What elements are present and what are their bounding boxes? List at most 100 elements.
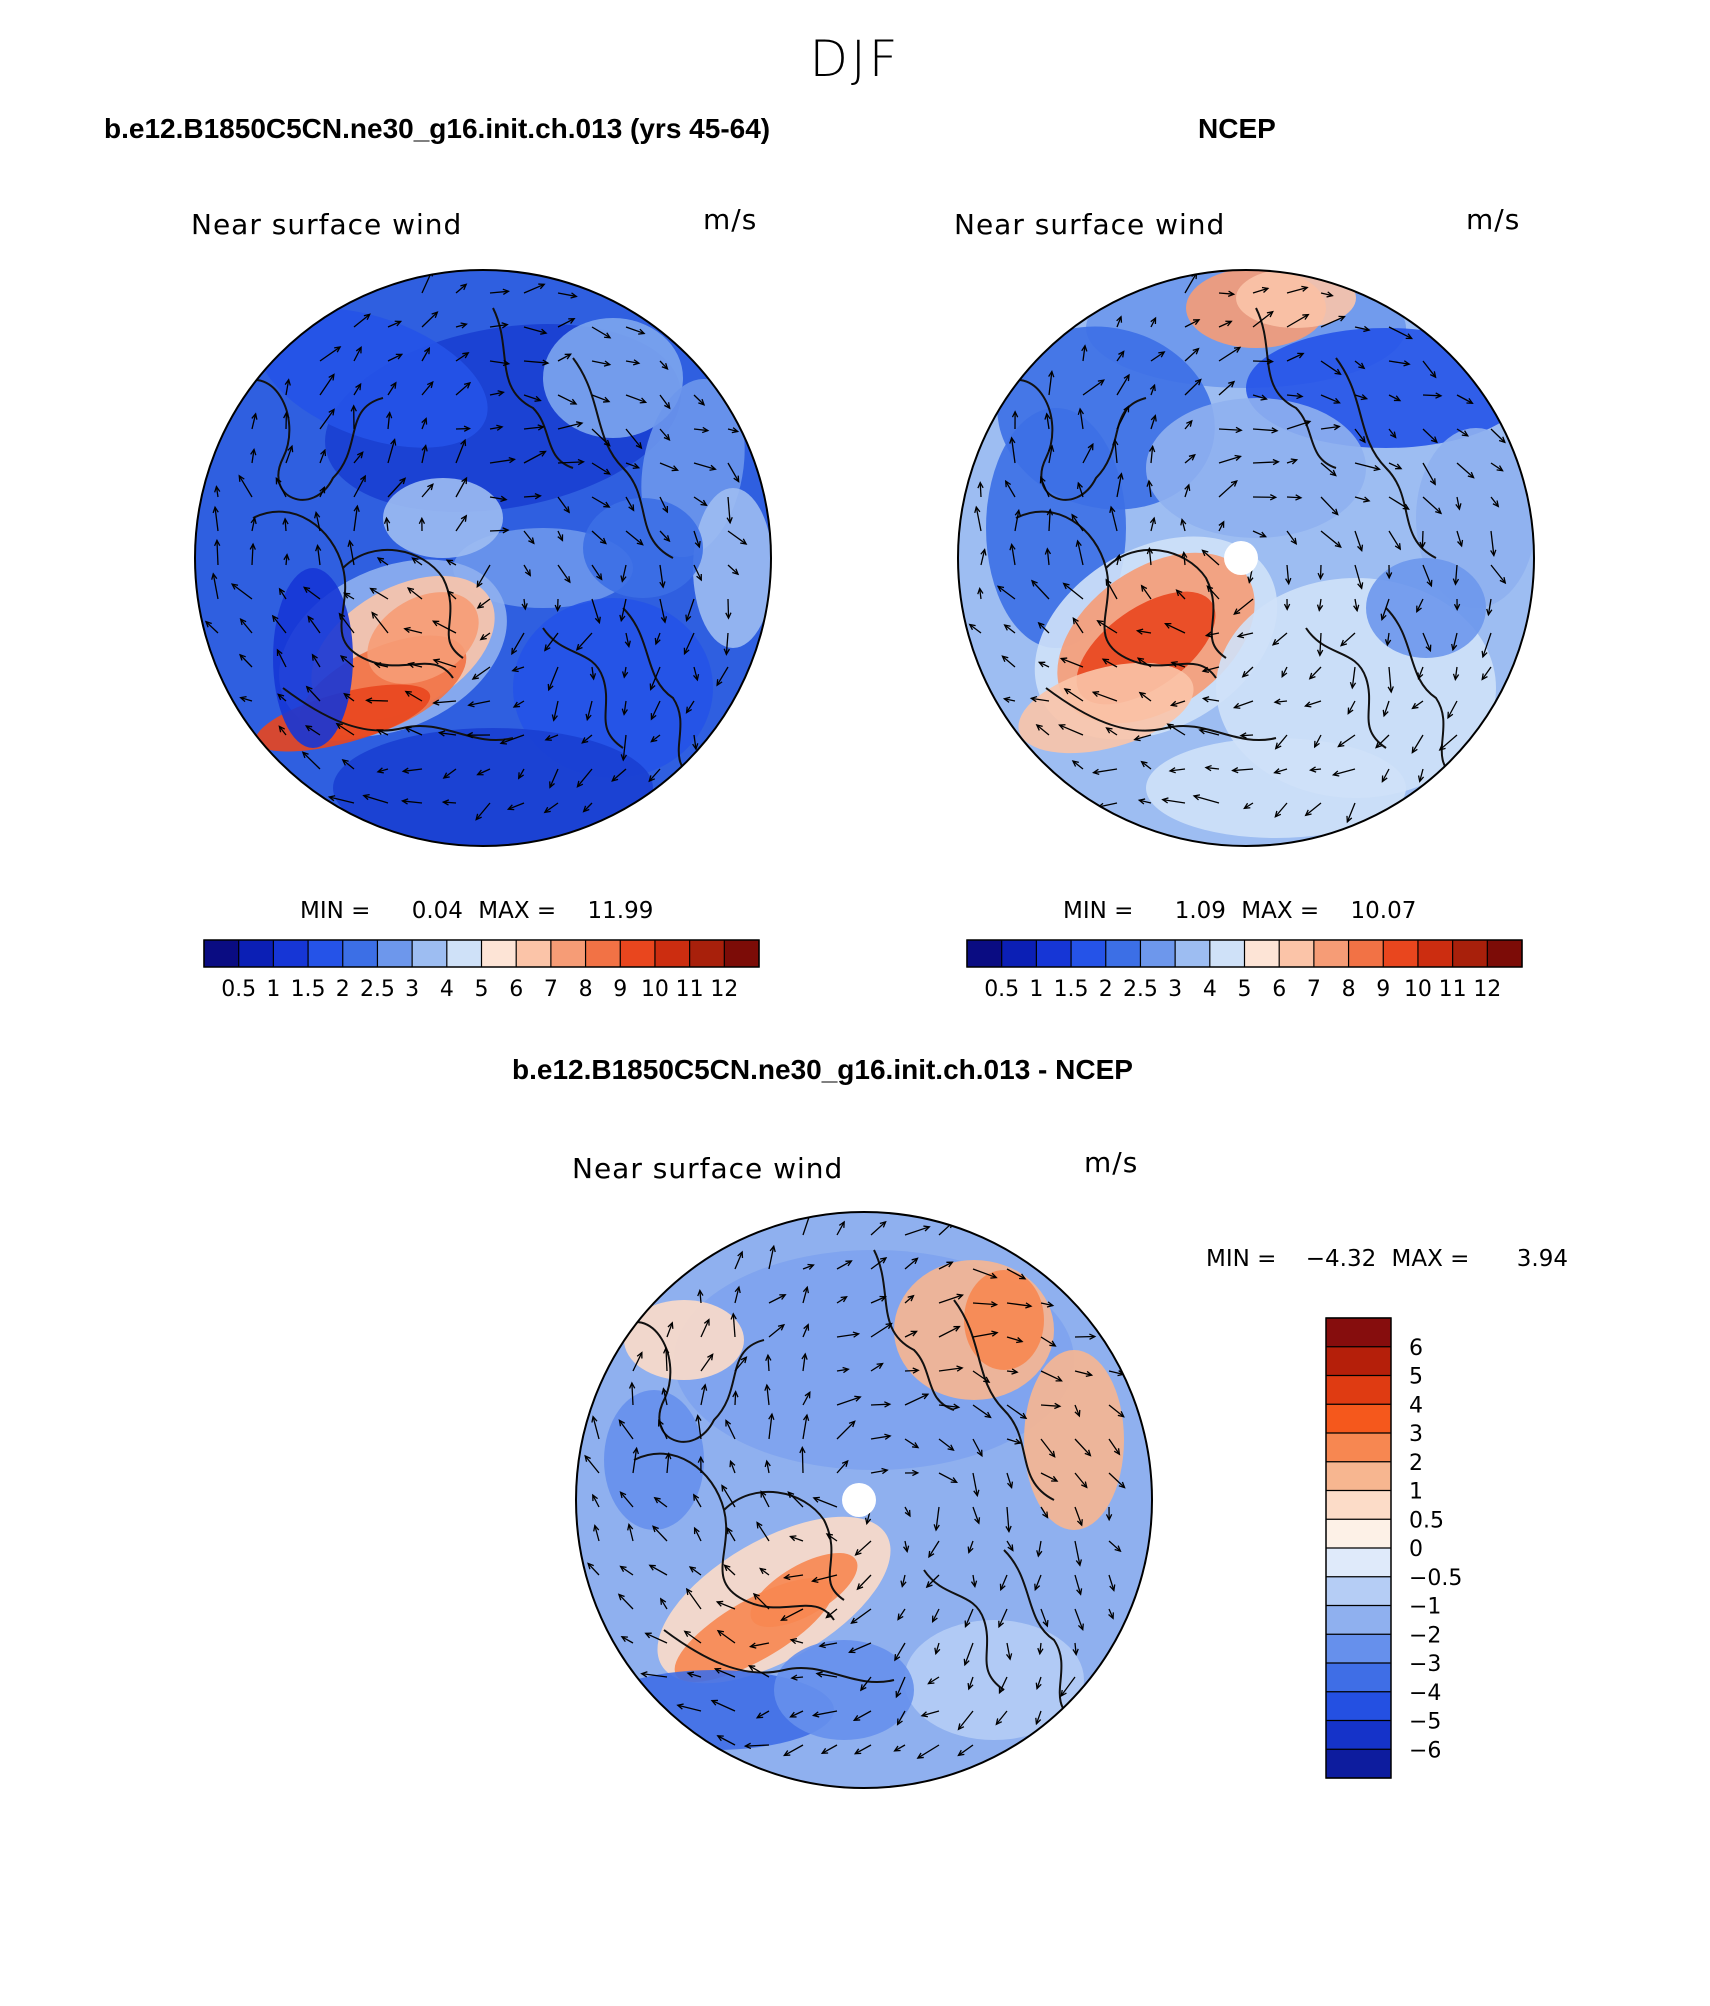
diff-wind-arrowhead (974, 1517, 981, 1525)
model-wind-arrowhead (594, 616, 601, 625)
ncep-wind-vector (1184, 319, 1200, 328)
ncep-wind-arrowhead (1146, 479, 1153, 487)
diff-wind-vector (734, 1356, 747, 1372)
model-wind-vector (353, 383, 362, 396)
model-wind-arrowhead (576, 780, 584, 788)
diff-speed-contour-region (624, 1300, 744, 1380)
model-wind-vector (727, 428, 738, 433)
diff-wind-arrowhead (799, 1445, 806, 1454)
diff-colorbar-box (1326, 1318, 1391, 1348)
diff-coastline (723, 1490, 845, 1601)
model-wind-arrowhead (733, 475, 740, 483)
model-wind-vector (591, 394, 610, 403)
model-wind-arrowhead (460, 283, 468, 291)
ncep-wind-vector (1286, 314, 1309, 328)
diff-wind-arrowhead (657, 1419, 664, 1427)
diff-colorbar-box (1326, 1720, 1391, 1750)
ncep-wind-vector (1252, 287, 1269, 294)
ncep-wind-vector (1233, 598, 1254, 615)
model-wind-arrowhead (460, 322, 468, 329)
ncep-wind-vector (1286, 530, 1297, 545)
ncep-wind-arrowhead (1438, 744, 1446, 751)
diff-wind-vector (998, 1676, 1008, 1694)
model-wind-arrowhead (277, 693, 285, 701)
model-wind-arrowhead (528, 537, 535, 545)
diff-wind-vector (860, 1676, 872, 1691)
model-wind-arrowhead (620, 754, 628, 762)
diff-wind-vector (766, 1384, 770, 1406)
model-wind-vector (625, 496, 635, 511)
ncep-wind-vector (1482, 632, 1492, 658)
ncep-wind-vector (1481, 666, 1492, 680)
model-wind-vector (693, 462, 716, 470)
ncep-colorbar-tick-label: 7 (1307, 977, 1321, 1002)
diff-wind-vector (870, 1221, 887, 1236)
ncep-wind-arrowhead (1481, 673, 1488, 681)
model-wind-vector (443, 801, 457, 804)
diff-wind-vector (968, 1676, 974, 1690)
diff-wind-arrowhead (840, 1295, 848, 1303)
ncep-wind-vector (1286, 394, 1303, 398)
ncep-wind-arrowhead (977, 481, 984, 489)
model-wind-vector (285, 554, 288, 566)
model-wind-arrowhead (649, 683, 656, 691)
model-wind-arrowhead (506, 804, 515, 811)
ncep-wind-vector (1218, 480, 1238, 498)
model-wind-arrowhead (476, 769, 484, 776)
model-wind-arrowhead (692, 743, 699, 751)
ncep-wind-arrowhead (1140, 760, 1148, 768)
model-wind-vector (659, 530, 670, 542)
model-wind-arrowhead (239, 696, 247, 703)
diff-wind-vector (768, 1414, 773, 1440)
diff-wind-arrowhead (921, 1393, 930, 1400)
diff-wind-arrowhead (640, 1671, 648, 1678)
ncep-wind-vector (1040, 477, 1050, 498)
ncep-wind-arrowhead (1011, 410, 1019, 418)
model-wind-arrowhead (338, 612, 346, 620)
diff-wind-arrowhead (963, 1658, 970, 1667)
model-wind-vector (477, 598, 491, 609)
ncep-wind-arrowhead (1071, 760, 1079, 767)
ncep-wind-arrowhead (1382, 709, 1389, 718)
model-wind-vector (480, 632, 491, 641)
ncep-wind-arrowhead (1331, 508, 1339, 516)
model-wind-vector (279, 588, 287, 600)
model-wind-vector (477, 768, 491, 776)
model-wind-vector (523, 326, 547, 334)
ncep-missing-data-pole (1224, 541, 1258, 575)
diff-wind-arrowhead (1108, 1612, 1114, 1620)
ncep-colorbar-tick-label: 6 (1272, 977, 1286, 1002)
ncep-wind-arrowhead (1334, 368, 1342, 376)
diff-wind-arrowhead (697, 1288, 704, 1297)
diff-wind-vector (732, 1313, 736, 1338)
diff-wind-arrowhead (812, 1496, 820, 1503)
diff-wind-arrowhead (756, 1521, 763, 1529)
model-wind-arrowhead (650, 735, 658, 743)
model-max-value: 11.99 (587, 898, 654, 924)
model-wind-vector (433, 659, 457, 668)
model-wind-arrowhead (307, 615, 314, 623)
ncep-wind-vector (1137, 657, 1152, 668)
ncep-wind-vector (1116, 316, 1122, 328)
ncep-wind-arrowhead (1417, 672, 1424, 680)
model-colorbar-box (273, 940, 309, 967)
diff-wind-vector (972, 1574, 976, 1587)
model-wind-arrowhead (663, 433, 671, 442)
diff-wind-vector (745, 1744, 770, 1747)
model-colorbar-tick-label: 3 (405, 977, 419, 1002)
ncep-wind-arrowhead (1481, 650, 1488, 659)
diff-wind-arrowhead (695, 1414, 702, 1422)
diff-colorbar: 6 5 4 3 2 1 0.5 0 −0.5 −1 −2 −3 −4 −5 −6 (1325, 1317, 1462, 1779)
diff-wind-arrowhead (912, 1442, 920, 1449)
model-wind-vector (272, 615, 287, 634)
model-wind-vector (686, 700, 695, 714)
model-wind-arrowhead (700, 499, 708, 507)
ncep-wind-arrowhead (1201, 549, 1209, 557)
diff-wind-arrowhead (723, 1564, 731, 1572)
ncep-wind-vector (1252, 530, 1266, 538)
diff-wind-vector (938, 1294, 963, 1304)
diff-wind-arrowhead (820, 1748, 829, 1755)
ncep-colorbar: 0.5 1 1.5 2 2.5 3 4 5 6 7 8 9 10 11 12 (966, 939, 1523, 1002)
ncep-wind-vector (1347, 700, 1356, 714)
model-wind-vector (625, 462, 639, 469)
